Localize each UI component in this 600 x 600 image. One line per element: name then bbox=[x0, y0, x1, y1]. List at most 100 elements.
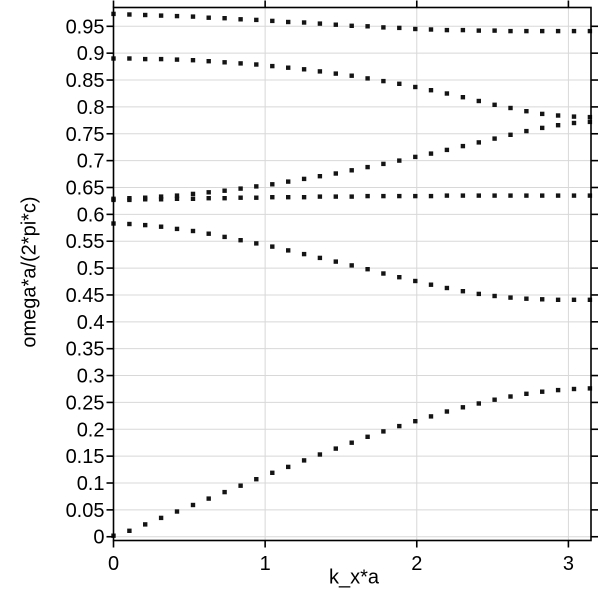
data-point bbox=[587, 119, 593, 125]
data-point bbox=[286, 65, 291, 70]
y-tick-label: 0.35 bbox=[66, 339, 105, 361]
data-point bbox=[286, 179, 291, 184]
data-point bbox=[571, 114, 577, 119]
data-point bbox=[254, 62, 259, 67]
data-point bbox=[286, 195, 291, 200]
data-point bbox=[508, 394, 513, 399]
data-point bbox=[381, 429, 386, 434]
data-point bbox=[222, 60, 227, 65]
data-point bbox=[254, 477, 259, 482]
data-point bbox=[365, 434, 370, 439]
data-point bbox=[476, 98, 481, 104]
data-point bbox=[397, 193, 402, 199]
data-point bbox=[222, 234, 227, 240]
data-point bbox=[238, 17, 243, 22]
data-point bbox=[143, 195, 148, 200]
data-point bbox=[127, 221, 132, 227]
data-point bbox=[381, 78, 386, 84]
data-point bbox=[317, 452, 323, 457]
data-point bbox=[222, 16, 227, 21]
y-tick-label: 0.85 bbox=[66, 70, 105, 92]
data-point bbox=[238, 238, 243, 243]
data-point bbox=[301, 195, 307, 200]
data-point bbox=[333, 171, 338, 176]
data-point bbox=[444, 285, 450, 291]
data-point bbox=[174, 509, 180, 514]
data-point bbox=[397, 423, 402, 429]
data-point bbox=[587, 193, 593, 198]
y-tick-label: 0.45 bbox=[66, 285, 105, 307]
data-point bbox=[492, 28, 497, 33]
data-point bbox=[587, 114, 593, 120]
data-point bbox=[270, 244, 275, 249]
data-point bbox=[333, 259, 338, 264]
data-point bbox=[254, 184, 259, 189]
data-point bbox=[428, 414, 434, 419]
data-point bbox=[413, 278, 418, 284]
data-point bbox=[301, 176, 307, 182]
y-tick-label: 0.75 bbox=[66, 124, 105, 146]
y-tick-label: 0 bbox=[93, 527, 104, 549]
y-tick-label: 0.95 bbox=[66, 16, 105, 38]
data-point bbox=[222, 196, 227, 201]
data-point bbox=[158, 56, 164, 62]
data-point bbox=[524, 193, 529, 198]
data-point bbox=[476, 140, 481, 145]
data-point bbox=[508, 295, 513, 300]
data-point bbox=[381, 193, 386, 199]
data-point bbox=[413, 193, 418, 199]
data-point bbox=[190, 228, 196, 234]
data-point bbox=[397, 158, 402, 163]
data-point bbox=[460, 405, 466, 410]
y-tick-label: 0.05 bbox=[66, 500, 105, 522]
data-point bbox=[270, 63, 275, 69]
data-point bbox=[286, 248, 291, 253]
y-tick-label: 0.4 bbox=[77, 312, 105, 334]
data-point bbox=[524, 28, 529, 34]
data-point bbox=[444, 91, 450, 96]
data-point bbox=[555, 193, 561, 198]
data-point bbox=[524, 109, 529, 114]
data-point bbox=[460, 27, 466, 33]
data-point bbox=[365, 164, 370, 170]
series-band-1 bbox=[111, 386, 593, 538]
y-tick-label: 0.1 bbox=[77, 473, 105, 495]
data-point bbox=[206, 231, 211, 236]
y-tick-label: 0.15 bbox=[66, 446, 105, 468]
data-point bbox=[365, 193, 370, 199]
y-tick-label: 0.25 bbox=[66, 392, 105, 414]
data-point bbox=[333, 22, 338, 27]
data-point bbox=[428, 151, 434, 156]
data-point bbox=[158, 13, 164, 18]
data-point bbox=[460, 95, 466, 100]
data-point bbox=[333, 446, 338, 451]
data-point bbox=[190, 196, 196, 201]
data-point bbox=[571, 386, 577, 392]
x-tick-label: 3 bbox=[563, 553, 574, 575]
data-point bbox=[270, 18, 275, 24]
data-point bbox=[381, 161, 386, 167]
data-point bbox=[492, 136, 497, 141]
data-point bbox=[492, 193, 497, 198]
data-point bbox=[270, 182, 275, 187]
data-point bbox=[540, 125, 545, 131]
data-point bbox=[143, 222, 148, 228]
data-point bbox=[428, 193, 434, 199]
data-point bbox=[349, 73, 354, 78]
data-point bbox=[127, 196, 132, 201]
data-point bbox=[349, 168, 354, 173]
data-point bbox=[206, 196, 211, 201]
data-point bbox=[508, 28, 513, 34]
data-point bbox=[206, 190, 211, 195]
data-point bbox=[555, 123, 561, 128]
data-point bbox=[460, 289, 466, 294]
data-point bbox=[413, 84, 418, 90]
data-point bbox=[524, 128, 529, 134]
data-point bbox=[444, 147, 450, 153]
data-point bbox=[349, 194, 354, 199]
data-point bbox=[317, 194, 323, 199]
series-band-5 bbox=[111, 56, 593, 120]
series-band-6 bbox=[111, 11, 593, 34]
data-point bbox=[492, 102, 497, 107]
